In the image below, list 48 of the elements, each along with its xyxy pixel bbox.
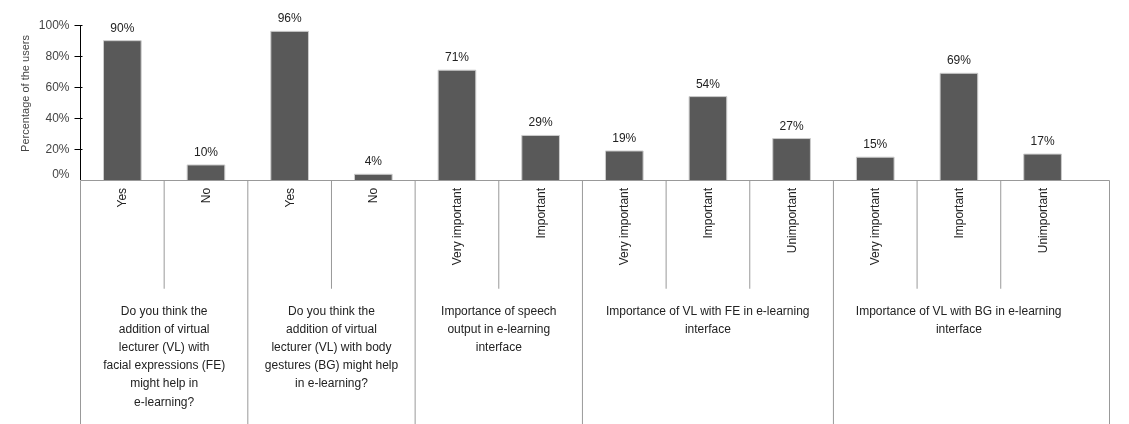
data-label: 54% [695,76,721,91]
x-tick-label: Very important [868,187,883,266]
bar [270,30,309,180]
bar [353,173,393,180]
x-tick-label: Unimportant [784,187,799,254]
y-tick-label: 60% [45,80,70,95]
data-label: 10% [193,144,219,159]
bar [103,40,142,180]
x-tick-label: Unimportant [1035,187,1050,254]
x-tick-label: No [366,187,381,204]
y-axis-title: Percentage of the users [18,34,31,152]
text: Do you think the addition of virtual lecturer (VL) with body gestures (BG) might help in e-learning? [264,303,399,391]
y-tick-label: 0% [52,166,70,181]
x-tick-label: Very important [617,187,632,266]
text: Importance of speech output in e-learning interface [441,303,557,354]
x-tick-label: Yes [115,187,130,208]
bar [1023,153,1062,180]
y-tick-label: 20% [45,142,70,157]
text: Importance of VL with BG in e-learning interface [855,303,1062,336]
bar [772,138,811,180]
bar [437,69,477,180]
data-label: 69% [946,53,972,68]
data-label: 29% [528,115,553,130]
text: Importance of VL with FE in e-learning interface [605,303,810,336]
data-label: 27% [779,118,804,133]
bar [604,150,644,180]
data-label: 17% [1030,134,1055,149]
data-label: 15% [863,137,888,152]
x-tick-label: Very important [449,187,464,266]
y-tick-label: 80% [45,49,70,64]
y-tick-label: 40% [45,111,70,126]
bar [688,96,728,180]
x-tick-label: Important [700,187,715,239]
bar [186,164,226,180]
x-tick-label: Important [533,187,548,239]
data-label: 71% [444,50,470,65]
x-tick-label: Important [951,187,966,239]
text: Do you think the addition of virtual lecturer (VL) with facial expressions (FE) might help in e-learning? [103,303,226,409]
x-tick-label: No [198,187,213,204]
data-label: 4% [364,154,383,169]
y-tick-label: 100% [38,18,70,33]
data-label: 90% [110,20,135,35]
bar [939,72,979,180]
bar [855,156,895,180]
data-label: 19% [612,130,637,145]
bar [521,134,560,180]
data-label: 96% [277,11,302,26]
x-tick-label: Yes [282,187,297,208]
